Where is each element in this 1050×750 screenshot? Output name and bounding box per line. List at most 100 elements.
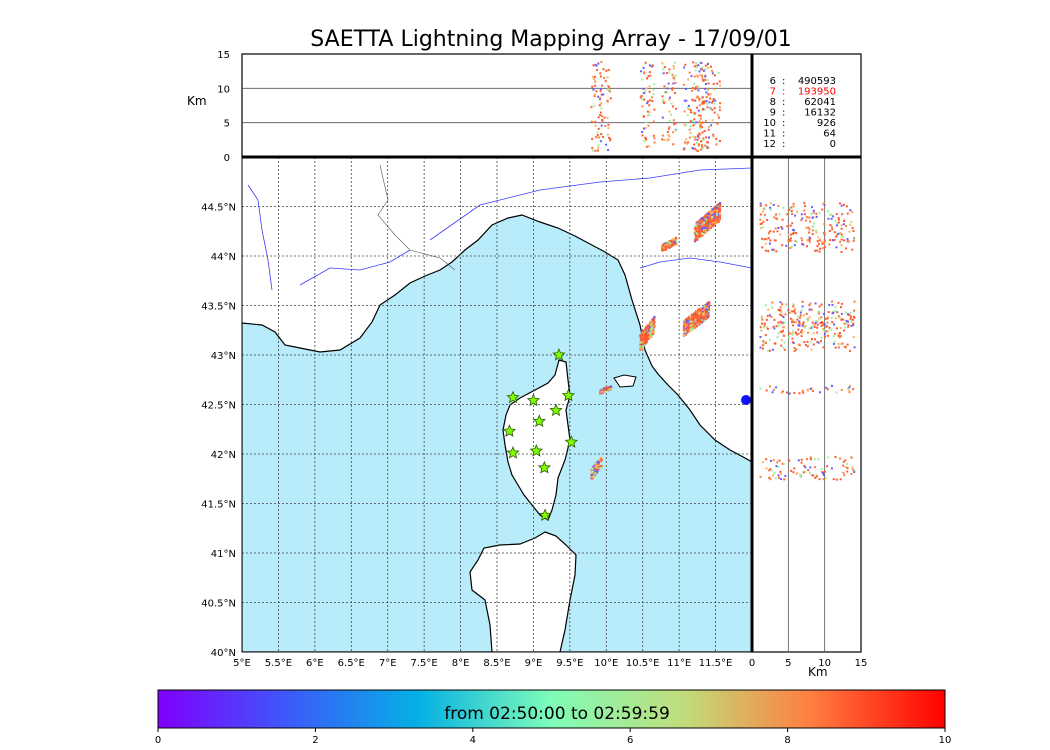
river-rhone — [247, 184, 273, 291]
lat-tick-label: 43°N — [211, 351, 236, 362]
top-y-ticks: 15 10 5 0 — [217, 50, 230, 164]
right-x-tick-label: 0 — [749, 658, 755, 669]
corsica-island — [502, 359, 571, 521]
stats-colon: : — [782, 87, 785, 98]
right-x-tick-label: 15 — [855, 658, 868, 669]
lon-tick-label: 7.5°E — [411, 658, 438, 669]
stats-source-count: 0 — [830, 139, 836, 150]
river-po — [429, 167, 752, 241]
lightning-clusters — [590, 202, 722, 480]
stats-station-count: 8 — [770, 97, 776, 108]
top-y-tick-label: 5 — [224, 119, 230, 130]
blue-point — [741, 395, 751, 405]
lat-tick-label: 40°N — [211, 648, 236, 659]
right-cluster — [759, 455, 856, 481]
border-france-italy — [377, 164, 456, 271]
lon-tick-label: 9°E — [525, 658, 543, 669]
stats-source-count: 926 — [817, 118, 836, 129]
lon-tick-label: 10.5°E — [626, 658, 660, 669]
lon-tick-label: 5°E — [233, 658, 251, 669]
top-y-tick-label: 10 — [217, 84, 230, 95]
lon-tick-label: 8°E — [452, 658, 470, 669]
colorbar-ticks: 0 2 4 6 8 10 — [155, 728, 952, 746]
stats-source-count: 64 — [823, 129, 836, 140]
top-cluster — [639, 61, 656, 148]
station-star — [506, 445, 520, 459]
stats-station-count: 10 — [763, 118, 776, 129]
stats-source-count: 62041 — [804, 97, 836, 108]
elba-island — [613, 374, 637, 388]
colorbar-tick-label: 2 — [312, 735, 318, 746]
stats-station-count: 6 — [770, 76, 776, 87]
lightning-cluster — [590, 456, 603, 480]
lightning-cluster — [639, 315, 656, 351]
lat-tick-label: 42.5°N — [201, 401, 236, 412]
right-cluster — [760, 300, 856, 338]
right-cluster — [761, 236, 856, 253]
lat-tick-label: 41°N — [211, 549, 236, 560]
stats-colon: : — [782, 118, 785, 129]
map-panel: 5°E 5.5°E 6°E 6.5°E 7°E 7.5°E 8°E 8.5°E 9°E 9.5°E… — [201, 156, 753, 669]
top-y-tick-label: 15 — [217, 50, 230, 61]
lightning-cluster — [660, 236, 678, 252]
stats-colon: : — [782, 108, 785, 119]
lat-tick-label: 41.5°N — [201, 500, 236, 511]
station-star — [552, 347, 566, 361]
lat-tick-label: 43.5°N — [201, 302, 236, 313]
colorbar-tick-label: 10 — [939, 735, 952, 746]
stats-colon: : — [782, 139, 785, 150]
colorbar-tick-label: 4 — [470, 735, 476, 746]
top-cluster — [661, 61, 678, 146]
lightning-cluster — [599, 385, 613, 395]
stats-station-count: 12 — [763, 139, 776, 150]
river-durance — [299, 249, 411, 286]
stats-station-count: 9 — [770, 108, 776, 119]
top-cluster — [590, 62, 602, 152]
stats-station-count: 11 — [763, 129, 776, 140]
station-star — [538, 508, 552, 522]
lightning-cluster — [693, 202, 722, 243]
river-arno — [639, 257, 752, 269]
stats-panel: 6: 490593 7: 193950 8: 62041 9: 16132 10: 926 11: 6… — [751, 53, 862, 158]
right-x-ticks: 0 5 10 15 — [749, 658, 868, 669]
lightning-cluster — [682, 301, 711, 337]
stats-colon: : — [782, 76, 785, 87]
chart-title: SAETTA Lightning Mapping Array - 17/09/0… — [310, 27, 791, 52]
grid-lines — [242, 157, 752, 652]
right-cluster — [759, 384, 855, 395]
altitude-top-panel: 15 10 5 0 Km — [187, 50, 753, 164]
top-cluster — [693, 61, 722, 150]
lat-tick-label: 44°N — [211, 252, 236, 263]
station-star — [529, 443, 543, 457]
lon-tick-label: 11.5°E — [699, 658, 733, 669]
lon-tick-label: 9.5°E — [556, 658, 583, 669]
stats-station-count: 7 — [770, 87, 776, 98]
station-star — [506, 390, 520, 404]
lon-tick-label: 8.5°E — [483, 658, 510, 669]
station-star — [549, 403, 563, 417]
station-star — [564, 435, 578, 448]
station-star — [526, 393, 541, 407]
right-x-tick-label: 10 — [818, 658, 831, 669]
lon-tick-label: 10°E — [594, 658, 618, 669]
lon-tick-label: 6°E — [306, 658, 324, 669]
top-y-tick-label: 0 — [224, 153, 230, 164]
right-x-tick-label: 5 — [785, 658, 791, 669]
station-star — [561, 388, 576, 402]
station-star — [532, 414, 546, 428]
sardinia-island — [469, 531, 577, 652]
right-cluster — [759, 315, 856, 352]
top-ylabel: Km — [187, 94, 207, 108]
lat-tick-label: 42°N — [211, 450, 236, 461]
lat-tick-label: 40.5°N — [201, 599, 236, 610]
altitude-right-panel: 0 5 10 15 Km — [741, 156, 868, 679]
lon-tick-labels: 5°E 5.5°E 6°E 6.5°E 7°E 7.5°E 8°E 8.5°E 9°E 9.5°E… — [233, 658, 732, 669]
colorbar-tick-label: 8 — [784, 735, 790, 746]
lat-tick-labels: 44.5°N 44°N 43.5°N 43°N 42.5°N 42°N 41.5°N 41°N… — [201, 203, 236, 660]
lat-tick-label: 44.5°N — [201, 203, 236, 214]
lon-tick-label: 6.5°E — [338, 658, 365, 669]
station-star — [502, 424, 517, 437]
top-cluster — [599, 60, 612, 152]
station-star — [537, 460, 552, 474]
